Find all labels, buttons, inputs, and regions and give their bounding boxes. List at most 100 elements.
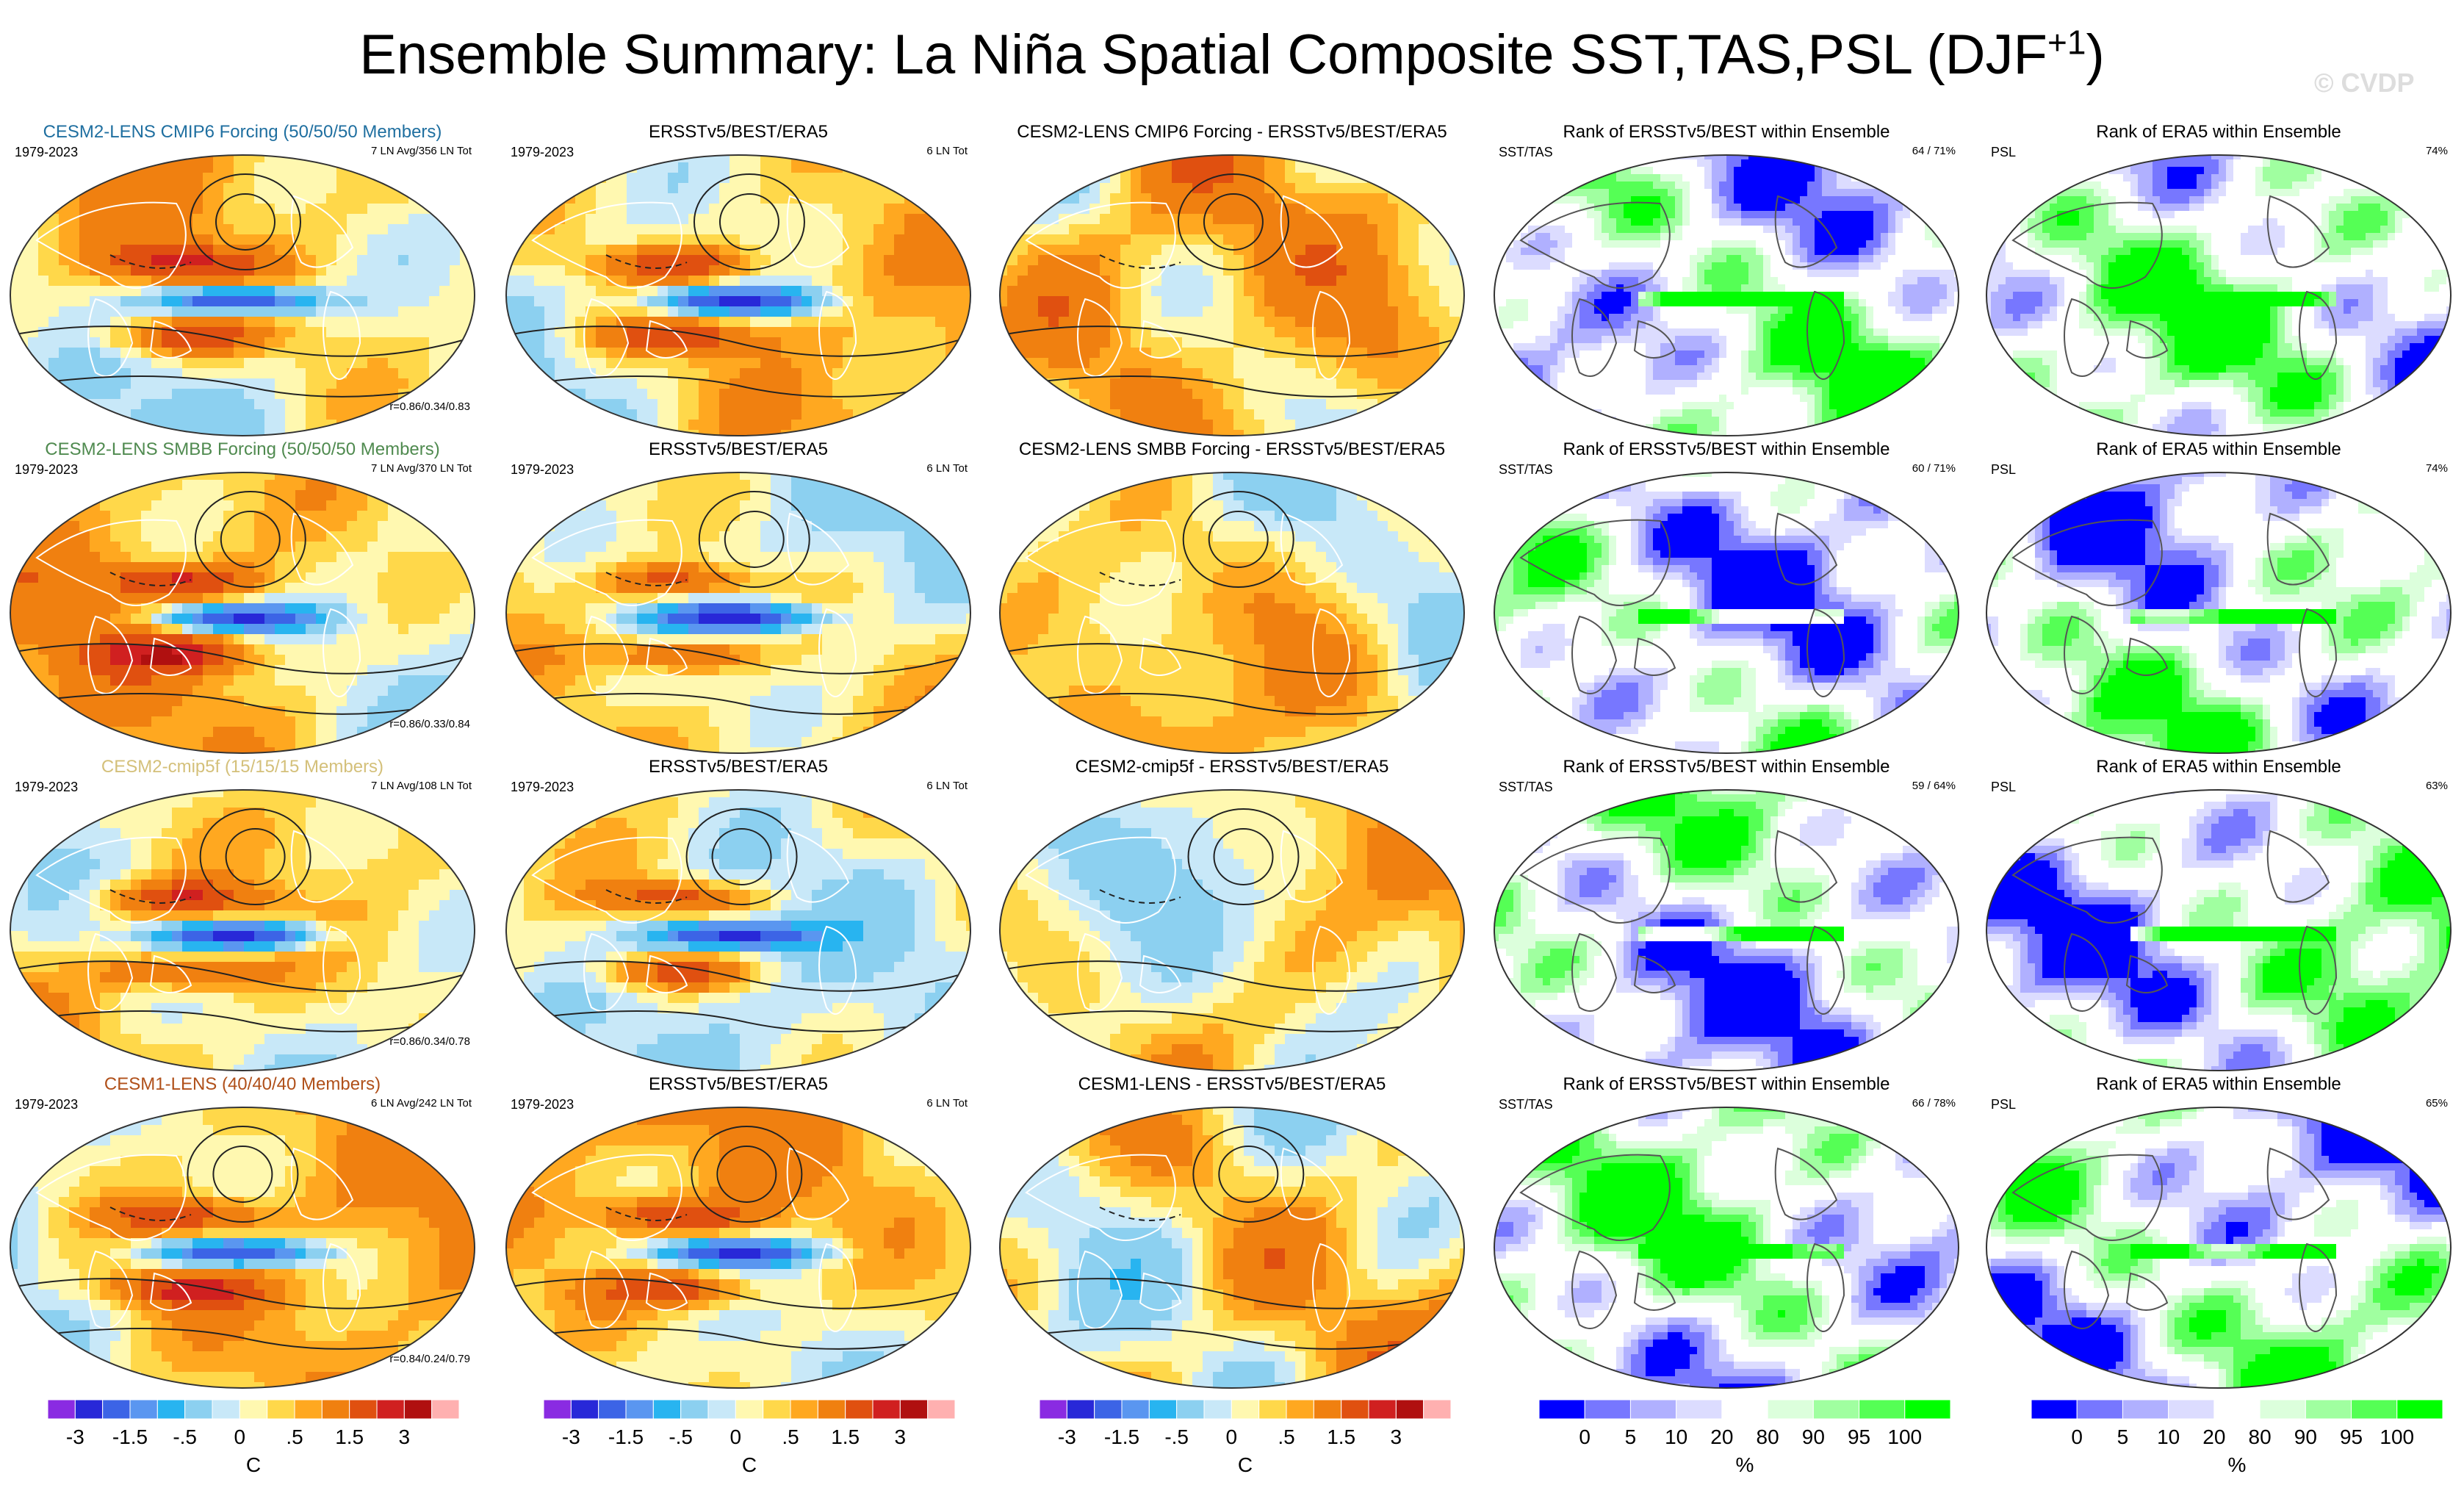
panel-title: ERSSTv5/BEST/ERA5 [496,756,981,778]
slp-contours [1000,491,1464,715]
coastline [2011,1147,2338,1332]
map-panel: ERSSTv5/BEST/ERA5 1979-2023 6 LN Tot [496,1074,981,1389]
colorbar-swatch [2031,1400,2078,1420]
world-map [505,789,971,1071]
colorbar-swatch [598,1400,627,1420]
map-panel: CESM2-LENS CMIP6 Forcing - ERSSTv5/BEST/… [990,121,1474,437]
colorbar-swatch [2351,1400,2398,1420]
colorbar: -3 -1.5 -.5 0 .5 1.5 3 C [543,1400,956,1476]
map-panel: Rank of ERSSTv5/BEST within Ensemble SST/… [1484,121,1969,437]
map-border [10,1107,475,1389]
map-border [505,789,971,1071]
panel-correlation-label: r=0.86/0.34/0.83 [389,400,470,413]
panel-right-label: 74% [2426,462,2448,475]
coastline [531,830,857,1015]
map-shading [1494,155,1959,436]
world-map [1494,789,1959,1071]
panel-left-label: 1979-2023 [511,780,574,795]
panel-right-label: 64 / 71% [1912,145,1956,157]
colorbar-swatch [294,1400,323,1420]
colorbar-tick-label: -1.5 [608,1425,644,1448]
colorbar-tick-label: 20 [1710,1425,1733,1448]
colorbar-swatch [2259,1400,2306,1420]
map-shading [1494,790,1959,1071]
panel-right-label: 63% [2426,780,2448,792]
colorbar-swatch [2122,1400,2169,1420]
panel-left-label: PSL [1991,145,2016,160]
colorbar-tick-label: 100 [2380,1425,2414,1448]
panel-title: Rank of ERSSTv5/BEST within Ensemble [1484,121,1969,143]
colorbar-swatch [2305,1400,2352,1420]
colorbar-swatch [349,1400,378,1420]
colorbar-tick-label: -3 [562,1425,580,1448]
colorbar-swatch [1203,1400,1232,1420]
colorbar-swatch [431,1400,460,1420]
panel-right-label: 6 LN Tot [926,145,968,157]
world-map [1494,154,1959,436]
panel-title: Rank of ERSSTv5/BEST within Ensemble [1484,439,1969,461]
world-map [999,789,1465,1071]
panel-left-label: 1979-2023 [511,462,574,478]
map-border [1494,154,1959,436]
panel-title: Rank of ERSSTv5/BEST within Ensemble [1484,1074,1969,1096]
map-border [10,789,475,1071]
map-panel: CESM1-LENS (40/40/40 Members) 1979-2023 6 … [0,1074,485,1389]
colorbar-swatch [1039,1400,1067,1420]
colorbar-swatch [1094,1400,1123,1420]
map-border [1494,789,1959,1071]
panel-title: Rank of ERA5 within Ensemble [1976,439,2461,461]
colorbar-swatch [184,1400,213,1420]
panel-left-label: 1979-2023 [511,145,574,160]
panel-title: ERSSTv5/BEST/ERA5 [496,439,981,461]
panel-left-label: 1979-2023 [15,1097,78,1112]
colorbar-swatch [1066,1400,1095,1420]
map-shading [1494,1107,1959,1388]
colorbar: -3 -1.5 -.5 0 .5 1.5 3 C [1039,1400,1452,1476]
colorbar-swatch [129,1400,158,1420]
map-panel: Rank of ERA5 within Ensemble PSL 65% [1976,1074,2461,1389]
panel-title: ERSSTv5/BEST/ERA5 [496,121,981,143]
colorbar-tick-label: 20 [2202,1425,2225,1448]
map-border [1986,789,2452,1071]
colorbar-tick-label: 3 [1391,1425,1402,1448]
colorbar-tick-label: 95 [2340,1425,2363,1448]
slp-contours [10,173,475,398]
panel-right-label: 7 LN Avg/108 LN Tot [371,780,472,792]
panel-right-label: 60 / 71% [1912,462,1956,475]
map-panel: ERSSTv5/BEST/ERA5 1979-2023 6 LN Tot [496,439,981,755]
colorbar-tick-label: -3 [1058,1425,1076,1448]
colorbar-swatch [872,1400,901,1420]
world-map [10,789,475,1071]
colorbar-tick-label: 1.5 [335,1425,364,1448]
figure-title: Ensemble Summary: La Niña Spatial Compos… [0,22,2464,88]
world-map [505,472,971,754]
colorbar-swatch [735,1400,764,1420]
slp-contours [506,808,970,1032]
world-map [10,154,475,436]
colorbar-tick-label: -3 [66,1425,84,1448]
panel-left-label: 1979-2023 [511,1097,574,1112]
panel-title: CESM1-LENS - ERSSTv5/BEST/ERA5 [990,1074,1474,1096]
colorbar-tick-label: 5 [1625,1425,1637,1448]
panel-title: Rank of ERA5 within Ensemble [1976,1074,2461,1096]
colorbar-tick-label: -1.5 [1104,1425,1139,1448]
colorbar-swatch [1767,1400,1814,1420]
colorbar-swatch [927,1400,956,1420]
colorbar-swatch [1121,1400,1150,1420]
colorbar-unit-label: C [1238,1453,1253,1476]
colorbar-tick-label: -.5 [173,1425,197,1448]
panel-left-label: SST/TAS [1499,145,1553,160]
colorbar-swatch [74,1400,104,1420]
colorbar-swatch [1368,1400,1397,1420]
colorbar-tick-label: 0 [234,1425,246,1448]
panel-title: ERSSTv5/BEST/ERA5 [496,1074,981,1096]
world-map [10,1107,475,1389]
coastline [531,1147,857,1332]
panel-title: CESM1-LENS (40/40/40 Members) [0,1074,485,1096]
colorbar-swatch [1258,1400,1287,1420]
colorbar-swatch [817,1400,846,1420]
map-panel: Rank of ERA5 within Ensemble PSL 74% [1976,439,2461,755]
colorbar-tick-label: 3 [399,1425,411,1448]
slp-contours [1000,173,1464,398]
cvdp-watermark: © CVDP [2314,68,2415,98]
